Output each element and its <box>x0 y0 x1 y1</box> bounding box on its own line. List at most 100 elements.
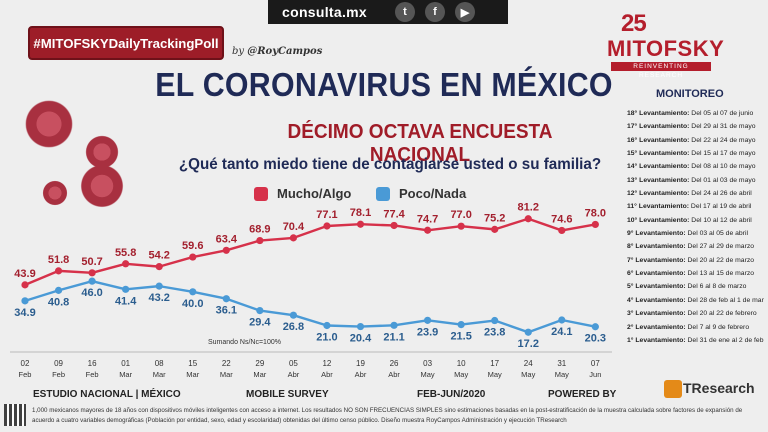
data-label: 68.9 <box>249 224 270 236</box>
monitoreo-item-label: 11° Levantamiento: <box>627 203 691 211</box>
x-tick-day: 17 <box>490 359 499 368</box>
footer-powered: POWERED BY <box>548 389 617 400</box>
monitoreo-item: 2° Levantamiento: Del 7 al 9 de febrero <box>627 321 767 334</box>
monitoreo-item-label: 12° Levantamiento: <box>627 190 692 198</box>
legend-swatch <box>376 186 390 201</box>
chart-annotation: Sumando Ns/Nc=100% <box>208 339 281 346</box>
x-tick-month: Abr <box>288 370 300 379</box>
data-point <box>54 267 63 275</box>
x-tick-month: Feb <box>19 370 32 379</box>
methodology-note: 1,000 mexicanos mayores de 18 años con d… <box>32 407 743 424</box>
x-tick-day: 08 <box>155 359 164 368</box>
x-tick-day: 12 <box>322 359 331 368</box>
monitoreo-item: 4° Levantamiento: Del 28 de feb al 1 de … <box>627 294 767 307</box>
data-point <box>323 222 331 230</box>
top-bar: consulta.mx t f ▶ <box>268 0 508 24</box>
footer-survey: MOBILE SURVEY <box>246 389 329 400</box>
x-tick-month: Mar <box>253 370 266 379</box>
x-tick-day: 15 <box>188 359 197 368</box>
page-title: EL CORONAVIRUS EN MÉXICO <box>155 66 613 103</box>
x-tick-day: 07 <box>591 359 600 368</box>
logo-tagline: REINVENTING RESEARCH <box>611 62 711 79</box>
x-tick-day: 29 <box>255 359 264 368</box>
monitoreo-item-label: 1° Levantamiento: <box>627 336 688 344</box>
monitoreo-item: 7° Levantamiento: Del 20 al 22 de marzo <box>627 254 767 267</box>
x-tick-day: 31 <box>557 359 566 368</box>
x-tick-day: 05 <box>289 359 298 368</box>
data-point <box>457 321 465 329</box>
data-label: 81.2 <box>518 202 539 214</box>
youtube-icon[interactable]: ▶ <box>455 2 475 22</box>
monitoreo-item-label: 4° Levantamiento: <box>627 296 688 304</box>
data-point <box>491 316 499 325</box>
data-label: 77.4 <box>383 208 405 220</box>
monitoreo-item: 6° Levantamiento: Del 13 al 15 de marzo <box>627 267 767 280</box>
monitoreo-item-label: 5° Levantamiento: <box>627 283 688 291</box>
monitoreo-item: 16° Levantamiento: Del 22 al 24 de mayo <box>627 134 767 147</box>
data-label: 34.9 <box>14 307 35 319</box>
x-tick-month: May <box>521 370 535 379</box>
x-tick-day: 22 <box>222 359 231 368</box>
x-tick-month: Abr <box>388 370 400 379</box>
data-label: 21.5 <box>450 331 471 343</box>
site-name[interactable]: consulta.mx <box>282 4 367 20</box>
monitoreo-item-dates: Del 13 al 15 de marzo <box>687 270 755 278</box>
qr-code-icon[interactable] <box>4 404 26 426</box>
monitoreo-item-dates: Del 7 al 9 de febrero <box>687 323 750 331</box>
hashtag-banner: #MITOFSKYDailyTrackingPoll <box>28 26 224 60</box>
byline-author: @RoyCampos <box>247 46 323 57</box>
x-tick-day: 09 <box>54 359 63 368</box>
monitoreo-item-label: 9° Levantamiento: <box>627 230 688 238</box>
monitoreo-item-label: 18° Levantamiento: <box>627 110 692 117</box>
legend-swatch <box>254 186 268 201</box>
data-label: 29.4 <box>249 317 271 329</box>
monitoreo-item-dates: Del 27 al 29 de marzo <box>687 243 755 251</box>
x-tick-day: 03 <box>423 359 432 368</box>
x-tick-month: Mar <box>119 370 132 379</box>
monitoreo-item-label: 6° Levantamiento: <box>627 270 688 278</box>
monitoreo-heading: MONITOREO <box>656 88 724 100</box>
twitter-icon[interactable]: t <box>395 2 415 22</box>
byline-prefix: by <box>232 46 245 57</box>
monitoreo-item-dates: Del 31 de ene al 2 de feb <box>687 336 764 344</box>
data-point <box>390 221 398 230</box>
survey-question: ¿Qué tanto miedo tiene de contagiarse us… <box>178 156 602 173</box>
monitoreo-item: 10° Levantamiento: Del 10 al 12 de abril <box>627 214 767 227</box>
monitoreo-item-label: 17° Levantamiento: <box>627 123 692 131</box>
data-point <box>155 282 163 290</box>
monitoreo-item-dates: Del 08 al 10 de mayo <box>691 163 756 171</box>
data-point <box>491 225 499 233</box>
monitoreo-item-label: 2° Levantamiento: <box>627 323 688 331</box>
data-label: 23.9 <box>417 326 438 338</box>
data-label: 20.4 <box>350 333 372 345</box>
data-point <box>122 285 130 293</box>
monitoreo-item-label: 8° Levantamiento: <box>627 243 688 251</box>
data-label: 17.2 <box>518 338 539 350</box>
mitofsky-logo: MITOFSKY <box>607 36 725 61</box>
monitoreo-item-label: 16° Levantamiento: <box>627 136 692 144</box>
x-tick-day: 16 <box>88 359 97 368</box>
monitoreo-item-dates: Del 29 al 31 de mayo <box>691 123 756 131</box>
monitoreo-item: 15° Levantamiento: Del 15 al 17 de mayo <box>627 147 767 160</box>
legend-label: Poco/Nada <box>399 186 467 201</box>
legend-item-mucho: Mucho/Algo <box>254 186 351 201</box>
x-tick-day: 10 <box>457 359 466 368</box>
x-tick-month: Feb <box>52 370 65 379</box>
data-label: 21.0 <box>316 331 337 343</box>
data-label: 55.8 <box>115 247 136 259</box>
data-point <box>424 316 432 324</box>
monitoreo-item: 13° Levantamiento: Del 01 al 03 de mayo <box>627 174 767 187</box>
monitoreo-item-dates: Del 17 al 19 de abril <box>690 203 752 211</box>
data-label: 26.8 <box>283 321 304 333</box>
data-label: 24.1 <box>551 326 572 338</box>
facebook-icon[interactable]: f <box>425 2 445 22</box>
x-tick-month: May <box>454 370 468 379</box>
monitoreo-item-dates: Del 20 al 22 de febrero <box>687 310 757 318</box>
data-point <box>155 263 163 271</box>
data-label: 40.8 <box>48 296 69 308</box>
data-point <box>524 328 532 336</box>
data-label: 36.1 <box>216 305 237 317</box>
x-tick-month: Feb <box>86 370 99 379</box>
